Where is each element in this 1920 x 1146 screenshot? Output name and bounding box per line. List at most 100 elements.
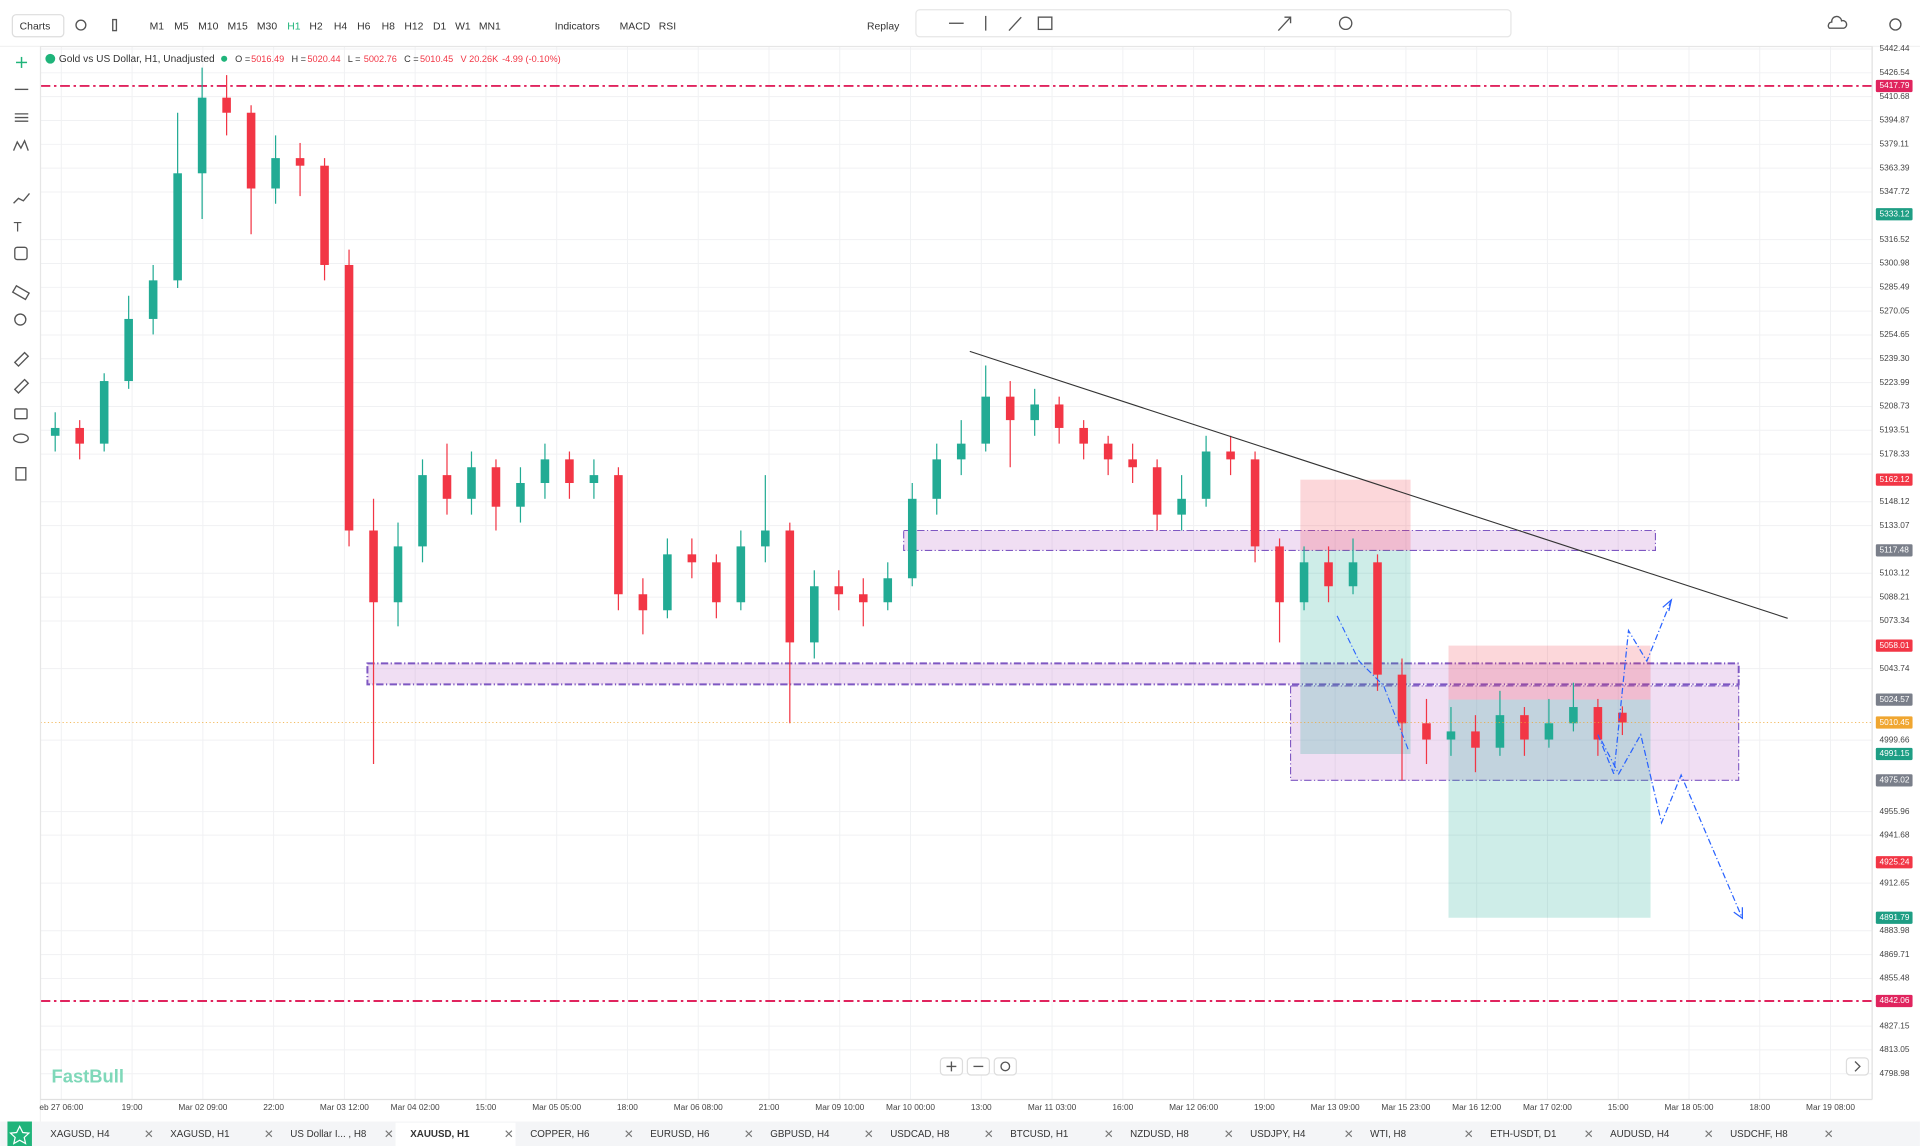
tab-label[interactable]: GBPUSD, H4 bbox=[770, 1129, 830, 1140]
zoom-tool[interactable] bbox=[14, 313, 27, 326]
x-tick-label: 16:00 bbox=[1112, 1102, 1133, 1112]
candle-body bbox=[320, 165, 329, 265]
timeframe-button[interactable]: M10 bbox=[198, 22, 218, 33]
y-tick-label: 5239.30 bbox=[1879, 353, 1909, 363]
star-icon bbox=[9, 1125, 31, 1145]
forecast-tool[interactable] bbox=[13, 193, 31, 204]
timeframe-button[interactable]: M1 bbox=[150, 22, 165, 33]
tab-label[interactable]: USDJPY, H4 bbox=[1250, 1129, 1306, 1140]
candle-body bbox=[1226, 451, 1235, 460]
stay-drawing-tool[interactable] bbox=[13, 378, 30, 394]
reset-button[interactable] bbox=[993, 1057, 1017, 1076]
timeframe-button[interactable]: H12 bbox=[404, 22, 423, 33]
tab-label[interactable]: XAGUSD, H4 bbox=[50, 1129, 110, 1140]
tab-close[interactable] bbox=[1345, 1130, 1353, 1138]
candle-body bbox=[1250, 459, 1260, 547]
ohlc-label: L = bbox=[348, 54, 361, 64]
tab-close[interactable] bbox=[145, 1130, 153, 1138]
tab-close[interactable] bbox=[385, 1130, 393, 1138]
timeframe-button[interactable]: H8 bbox=[382, 22, 396, 33]
tab-close[interactable] bbox=[1825, 1130, 1833, 1138]
tab-label[interactable]: BTCUSD, H1 bbox=[1010, 1129, 1068, 1140]
timeframe-button[interactable]: H1 bbox=[287, 22, 301, 33]
timeframe-button[interactable]: M5 bbox=[174, 22, 189, 33]
price-marker bbox=[1875, 747, 1913, 761]
tab-label[interactable]: US Dollar I... , H8 bbox=[290, 1129, 367, 1140]
tab-close[interactable] bbox=[1585, 1130, 1593, 1138]
candle-body bbox=[810, 586, 819, 643]
timeframe-button[interactable]: D1 bbox=[433, 22, 447, 33]
search-icon[interactable] bbox=[75, 19, 87, 31]
replay-button[interactable]: Replay bbox=[867, 22, 900, 33]
x-tick-label: Mar 13 09:00 bbox=[1311, 1102, 1360, 1112]
timeframe-button[interactable]: M15 bbox=[228, 22, 248, 33]
magnet-tool[interactable] bbox=[13, 351, 30, 368]
y-tick-label: 5073.34 bbox=[1879, 615, 1909, 625]
timeframe-button[interactable]: W1 bbox=[455, 22, 471, 33]
timeframe-button[interactable]: MN1 bbox=[479, 22, 501, 33]
y-tick-label: 4827.15 bbox=[1879, 1020, 1909, 1030]
candle-body bbox=[1544, 723, 1554, 740]
study-button[interactable]: MACD bbox=[620, 22, 651, 33]
tab-close[interactable] bbox=[505, 1130, 513, 1138]
timeframe-button[interactable]: H2 bbox=[309, 22, 323, 33]
tab-label[interactable]: COPPER, H6 bbox=[530, 1129, 590, 1140]
candle-body bbox=[467, 467, 476, 499]
tab-close[interactable] bbox=[865, 1130, 873, 1138]
tab-label[interactable]: USDCHF, H8 bbox=[1730, 1129, 1788, 1140]
arrow-tool[interactable] bbox=[1277, 16, 1292, 32]
tab-label[interactable]: ETH-USDT, D1 bbox=[1490, 1129, 1556, 1140]
candle-body bbox=[1177, 498, 1186, 515]
cloud-icon[interactable] bbox=[1827, 15, 1848, 29]
tab-close[interactable] bbox=[1465, 1130, 1473, 1138]
candle-body bbox=[1495, 715, 1505, 748]
scroll-right-button[interactable] bbox=[1845, 1057, 1870, 1076]
delete-tool[interactable] bbox=[15, 467, 27, 481]
tab-label[interactable]: AUDUSD, H4 bbox=[1610, 1129, 1670, 1140]
ruler-tool[interactable] bbox=[11, 284, 31, 301]
trend-tool[interactable] bbox=[1008, 16, 1022, 32]
fib-tool[interactable] bbox=[14, 113, 29, 122]
time-axis: eb 27 06:00 19:00 Mar 02 09:00 22:00 Mar 03 … bbox=[39, 1102, 1855, 1112]
tab-label[interactable]: USDCAD, H8 bbox=[890, 1129, 950, 1140]
timeframe-button[interactable]: M30 bbox=[257, 22, 277, 33]
candle-icon[interactable] bbox=[112, 18, 118, 32]
y-tick-label: 5133.07 bbox=[1879, 520, 1909, 530]
x-tick-label: 15:00 bbox=[476, 1102, 497, 1112]
price-marker bbox=[1875, 639, 1913, 652]
arrow-head bbox=[1733, 907, 1743, 920]
y-tick-label: 5254.65 bbox=[1879, 329, 1909, 339]
tab-close[interactable] bbox=[1225, 1130, 1233, 1138]
toolbar-items: Charts Indicators Replay T bbox=[11, 9, 1902, 1076]
timeframe-button[interactable]: H6 bbox=[357, 22, 371, 33]
projection-down bbox=[1601, 732, 1743, 919]
candle-body bbox=[1593, 707, 1603, 740]
zone bbox=[1290, 685, 1740, 781]
tab-label[interactable]: XAUUSD, H1 bbox=[410, 1129, 470, 1140]
settings-icon[interactable] bbox=[1889, 18, 1902, 31]
tab-close[interactable] bbox=[745, 1130, 753, 1138]
study-button[interactable]: RSI bbox=[659, 22, 676, 33]
text-tool-icon[interactable]: T bbox=[14, 219, 22, 234]
tab-label[interactable]: NZDUSD, H8 bbox=[1130, 1129, 1189, 1140]
rect-tool[interactable] bbox=[1037, 16, 1053, 31]
tab-label[interactable]: XAGUSD, H1 bbox=[170, 1129, 229, 1140]
lock-tool[interactable] bbox=[14, 408, 28, 420]
tab-label[interactable]: WTI, H8 bbox=[1370, 1129, 1406, 1140]
tab-close[interactable] bbox=[625, 1130, 633, 1138]
candle-body bbox=[1324, 562, 1333, 587]
menu-button[interactable] bbox=[11, 14, 65, 38]
tab-close[interactable] bbox=[1105, 1130, 1113, 1138]
price-axis-bg bbox=[1872, 46, 1920, 1100]
note-tool[interactable] bbox=[14, 246, 28, 261]
pattern-tool[interactable] bbox=[12, 139, 29, 151]
timeframe-button[interactable]: H4 bbox=[334, 22, 348, 33]
hide-tool[interactable] bbox=[12, 433, 29, 444]
circle-tool[interactable] bbox=[1338, 16, 1353, 31]
candle-body bbox=[1520, 715, 1529, 740]
tab-label[interactable]: EURUSD, H6 bbox=[650, 1129, 710, 1140]
indicators-button[interactable]: Indicators bbox=[555, 22, 600, 33]
tab-close[interactable] bbox=[1705, 1130, 1713, 1138]
tab-close[interactable] bbox=[265, 1130, 273, 1138]
tab-close[interactable] bbox=[985, 1130, 993, 1138]
